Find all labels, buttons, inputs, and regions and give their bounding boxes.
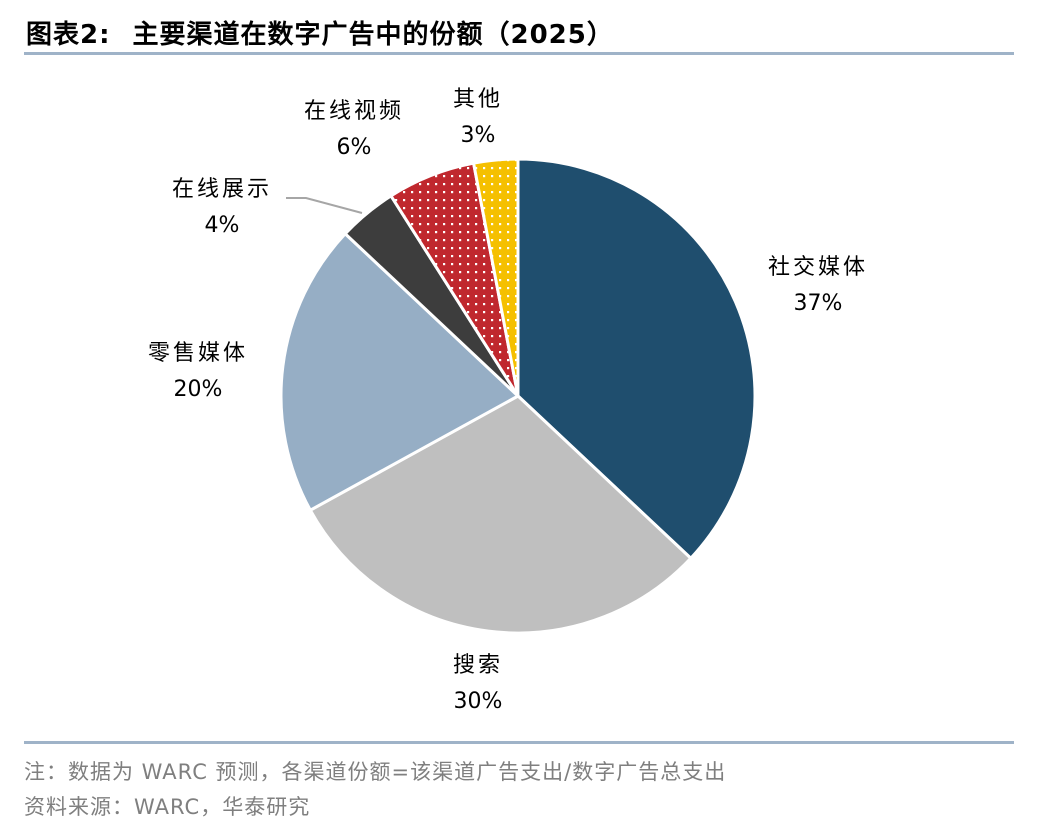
value-online-video: 6%	[337, 135, 372, 160]
figure-label: 图表2:	[26, 20, 111, 50]
value-social-media: 37%	[794, 291, 843, 316]
slice-retail-media	[279, 231, 521, 513]
bottom-divider	[24, 741, 1014, 744]
title-text: 主要渠道在数字广告中的份额（2025）	[132, 20, 614, 50]
label-online-display: 在线展示	[172, 177, 272, 202]
label-retail-media: 零售媒体	[148, 341, 248, 366]
label-search: 搜索	[453, 653, 503, 678]
label-social-media: 社交媒体	[768, 255, 868, 280]
footnote: 注：数据为 WARC 预测，各渠道份额=该渠道广告支出/数字广告总支出	[24, 760, 727, 784]
value-retail-media: 20%	[174, 377, 223, 402]
chart-title: 图表2: 主要渠道在数字广告中的份额（2025）	[24, 14, 614, 51]
value-online-display: 4%	[205, 213, 240, 238]
value-search: 30%	[454, 689, 503, 714]
top-divider	[24, 52, 1014, 55]
slice-social-media	[516, 157, 757, 561]
slice-other	[471, 157, 520, 397]
source-note: 资料来源：WARC，华泰研究	[24, 795, 311, 819]
label-other: 其他	[453, 87, 503, 112]
pie-chart: 社交媒体 37% 搜索 30% 零售媒体 20% 在线展示 4% 在线视频 6% 其他 3%	[148, 87, 868, 714]
label-online-video: 在线视频	[304, 99, 404, 124]
leader-line-online-display	[286, 197, 363, 214]
pie-labels: 社交媒体 37% 搜索 30% 零售媒体 20% 在线展示 4% 在线视频 6% 其他 3%	[148, 87, 868, 714]
slice-search	[308, 394, 693, 635]
value-other: 3%	[461, 123, 496, 148]
pie-slices	[279, 157, 757, 635]
